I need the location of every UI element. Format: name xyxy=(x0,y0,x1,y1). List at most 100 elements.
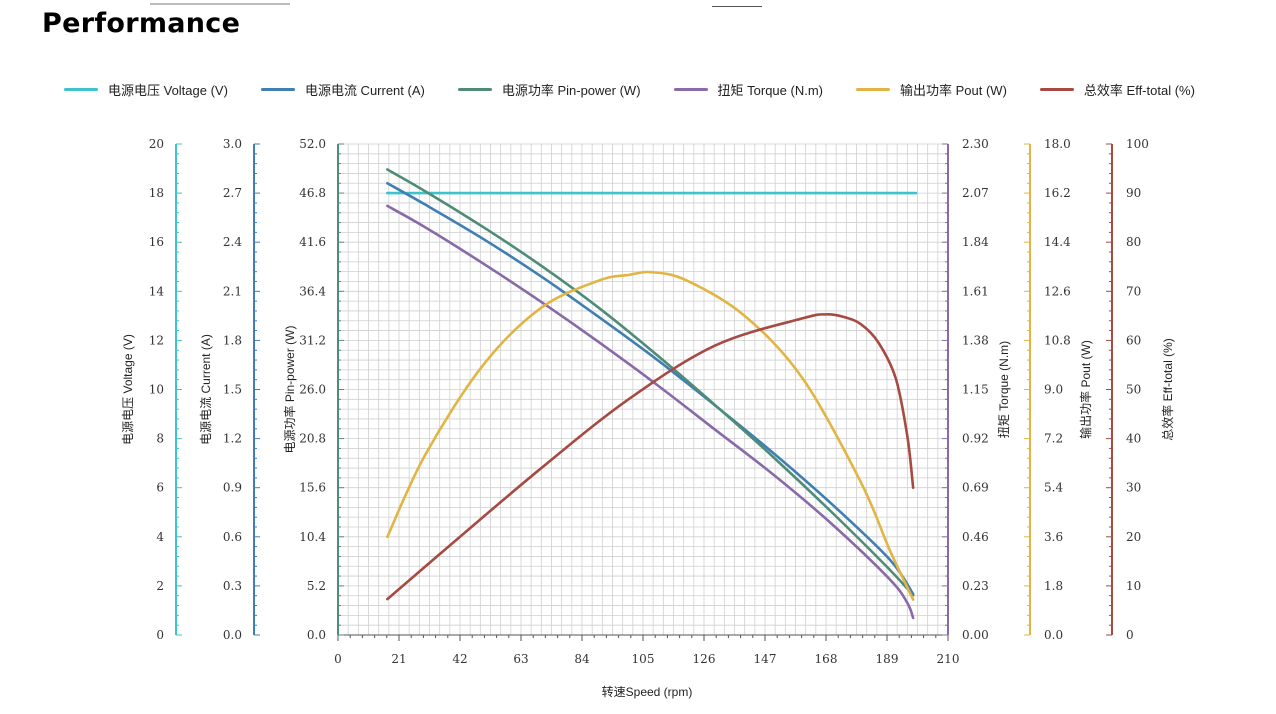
y-tick-label: 1.8 xyxy=(223,333,242,347)
y-tick-label: 14 xyxy=(149,284,165,298)
series-line-eff xyxy=(386,313,915,601)
y-tick-label: 4 xyxy=(156,530,164,544)
x-tick-label: 126 xyxy=(693,652,716,666)
y-tick-label: 31.2 xyxy=(299,333,326,347)
y-tick-label: 2.1 xyxy=(223,284,242,298)
y-tick-label: 6 xyxy=(156,481,164,495)
y-axis-torque: 0.00 0.23 0.46 0.69 0.92 1.15 1.38 1.61 1.84 2.07… xyxy=(942,137,1011,642)
y-tick-label: 0.0 xyxy=(307,628,326,642)
y-tick-label: 2 xyxy=(156,579,164,593)
legend-item: 电源功率 Pin-power (W) xyxy=(457,80,641,99)
y-axis-label: 输出功率 Pout (W) xyxy=(1078,340,1093,439)
legend-label: 扭矩 Torque (N.m) xyxy=(717,83,823,98)
series-lines xyxy=(386,168,918,620)
legend-swatch xyxy=(856,88,890,91)
x-axis-label: 转速Speed (rpm) xyxy=(602,684,693,699)
x-tick-label: 189 xyxy=(876,652,899,666)
page-title: Performance xyxy=(42,8,241,39)
y-tick-label: 1.5 xyxy=(223,383,242,397)
y-tick-label: 0.6 xyxy=(223,530,242,544)
y-tick-label: 12 xyxy=(149,333,164,347)
x-tick-label: 0 xyxy=(334,652,342,666)
x-tick-label: 84 xyxy=(574,652,590,666)
y-axis-pout: 0.0 1.8 3.6 5.4 7.2 9.0 10.8 12.6 14.4 16.2 18.0 输出… xyxy=(1024,137,1093,642)
y-tick-label: 30 xyxy=(1126,481,1141,495)
y-tick-label: 10 xyxy=(1126,579,1141,593)
y-tick-label: 52.0 xyxy=(299,137,326,151)
y-tick-label: 90 xyxy=(1126,186,1141,200)
legend-label: 电源电压 Voltage (V) xyxy=(108,83,228,98)
series-line-pout xyxy=(386,270,915,601)
legend-item: 总效率 Eff-total (%) xyxy=(1039,80,1195,99)
y-tick-label: 3.0 xyxy=(223,137,242,151)
y-tick-label: 36.4 xyxy=(299,284,326,298)
legend-swatch xyxy=(457,88,492,91)
y-tick-label: 1.38 xyxy=(962,333,989,347)
legend-label: 电源功率 Pin-power (W) xyxy=(501,83,641,98)
y-axis-label: 电源电流 Current (A) xyxy=(199,334,213,445)
y-tick-label: 10.8 xyxy=(1044,333,1071,347)
x-axis: 0 21 42 63 84 105 126 147 168 189 210 转速Speed (rpm) xyxy=(334,634,959,699)
y-tick-label: 1.2 xyxy=(223,432,242,446)
series-line-torque xyxy=(386,204,915,620)
x-tick-label: 63 xyxy=(513,652,528,666)
legend-swatch xyxy=(673,88,708,91)
y-tick-label: 8 xyxy=(156,432,164,446)
legend-swatch xyxy=(64,88,98,91)
legend-label: 总效率 Eff-total (%) xyxy=(1083,83,1195,98)
series-line-pin xyxy=(386,168,915,597)
y-tick-label: 1.84 xyxy=(962,235,989,249)
y-tick-label: 0 xyxy=(156,628,164,642)
y-tick-label: 2.7 xyxy=(223,186,242,200)
y-axis-label: 总效率 Eff-total (%) xyxy=(1160,338,1175,440)
series-line-current xyxy=(386,181,915,596)
y-tick-label: 0.92 xyxy=(962,432,989,446)
y-tick-label: 0.00 xyxy=(962,628,989,642)
y-tick-label: 70 xyxy=(1126,284,1141,298)
y-tick-label: 0 xyxy=(1126,628,1134,642)
y-tick-label: 0.3 xyxy=(223,579,242,593)
y-tick-label: 0.0 xyxy=(1044,628,1063,642)
y-tick-label: 0.23 xyxy=(962,579,989,593)
y-tick-label: 2.4 xyxy=(223,235,242,249)
legend-item: 扭矩 Torque (N.m) xyxy=(673,80,823,99)
y-tick-label: 50 xyxy=(1126,383,1141,397)
y-tick-label: 12.6 xyxy=(1044,284,1071,298)
cropped-heading-fragment xyxy=(150,0,290,6)
y-tick-label: 5.4 xyxy=(1044,481,1063,495)
y-tick-label: 14.4 xyxy=(1044,235,1071,249)
x-tick-label: 168 xyxy=(815,652,838,666)
legend-item: 输出功率 Pout (W) xyxy=(856,80,1007,99)
y-tick-label: 40 xyxy=(1126,432,1141,446)
y-tick-label: 60 xyxy=(1126,333,1141,347)
chart-legend: 电源电压 Voltage (V) 电源电流 Current (A) 电源功率 Pin… xyxy=(64,80,1228,99)
y-axis-voltage: 0 2 4 6 8 10 12 14 16 18 20 电源电压 Voltage (V) xyxy=(121,137,182,642)
legend-item: 电源电压 Voltage (V) xyxy=(64,80,228,99)
y-tick-label: 2.07 xyxy=(962,186,989,200)
cropped-underline-fragment xyxy=(712,0,762,7)
y-tick-label: 20 xyxy=(149,137,164,151)
x-tick-label: 42 xyxy=(452,652,467,666)
y-tick-label: 2.30 xyxy=(962,137,989,151)
y-tick-label: 15.6 xyxy=(299,481,326,495)
y-tick-label: 16 xyxy=(149,235,164,249)
y-tick-label: 1.15 xyxy=(962,383,989,397)
y-tick-label: 0.46 xyxy=(962,530,989,544)
y-tick-label: 7.2 xyxy=(1044,432,1063,446)
legend-label: 输出功率 Pout (W) xyxy=(900,83,1007,98)
y-tick-label: 0.9 xyxy=(223,481,242,495)
y-tick-label: 3.6 xyxy=(1044,530,1063,544)
y-axis-label: 电源功率 Pin-power (W) xyxy=(282,325,297,453)
y-tick-label: 5.2 xyxy=(307,579,326,593)
x-tick-label: 105 xyxy=(632,652,655,666)
y-tick-label: 18.0 xyxy=(1044,137,1071,151)
y-tick-label: 10.4 xyxy=(299,530,326,544)
y-tick-label: 10 xyxy=(149,383,164,397)
y-axis-pin: 0.0 5.2 10.4 15.6 20.8 26.0 31.2 36.4 41.6 46.8 52… xyxy=(282,137,344,642)
y-tick-label: 0.0 xyxy=(223,628,242,642)
y-axis-eff: 0 10 20 30 40 50 60 70 80 90 100 总效率 Eff-total (%) xyxy=(1106,137,1175,642)
y-tick-label: 41.6 xyxy=(299,235,326,249)
y-tick-label: 20.8 xyxy=(299,432,326,446)
x-tick-label: 21 xyxy=(391,652,406,666)
